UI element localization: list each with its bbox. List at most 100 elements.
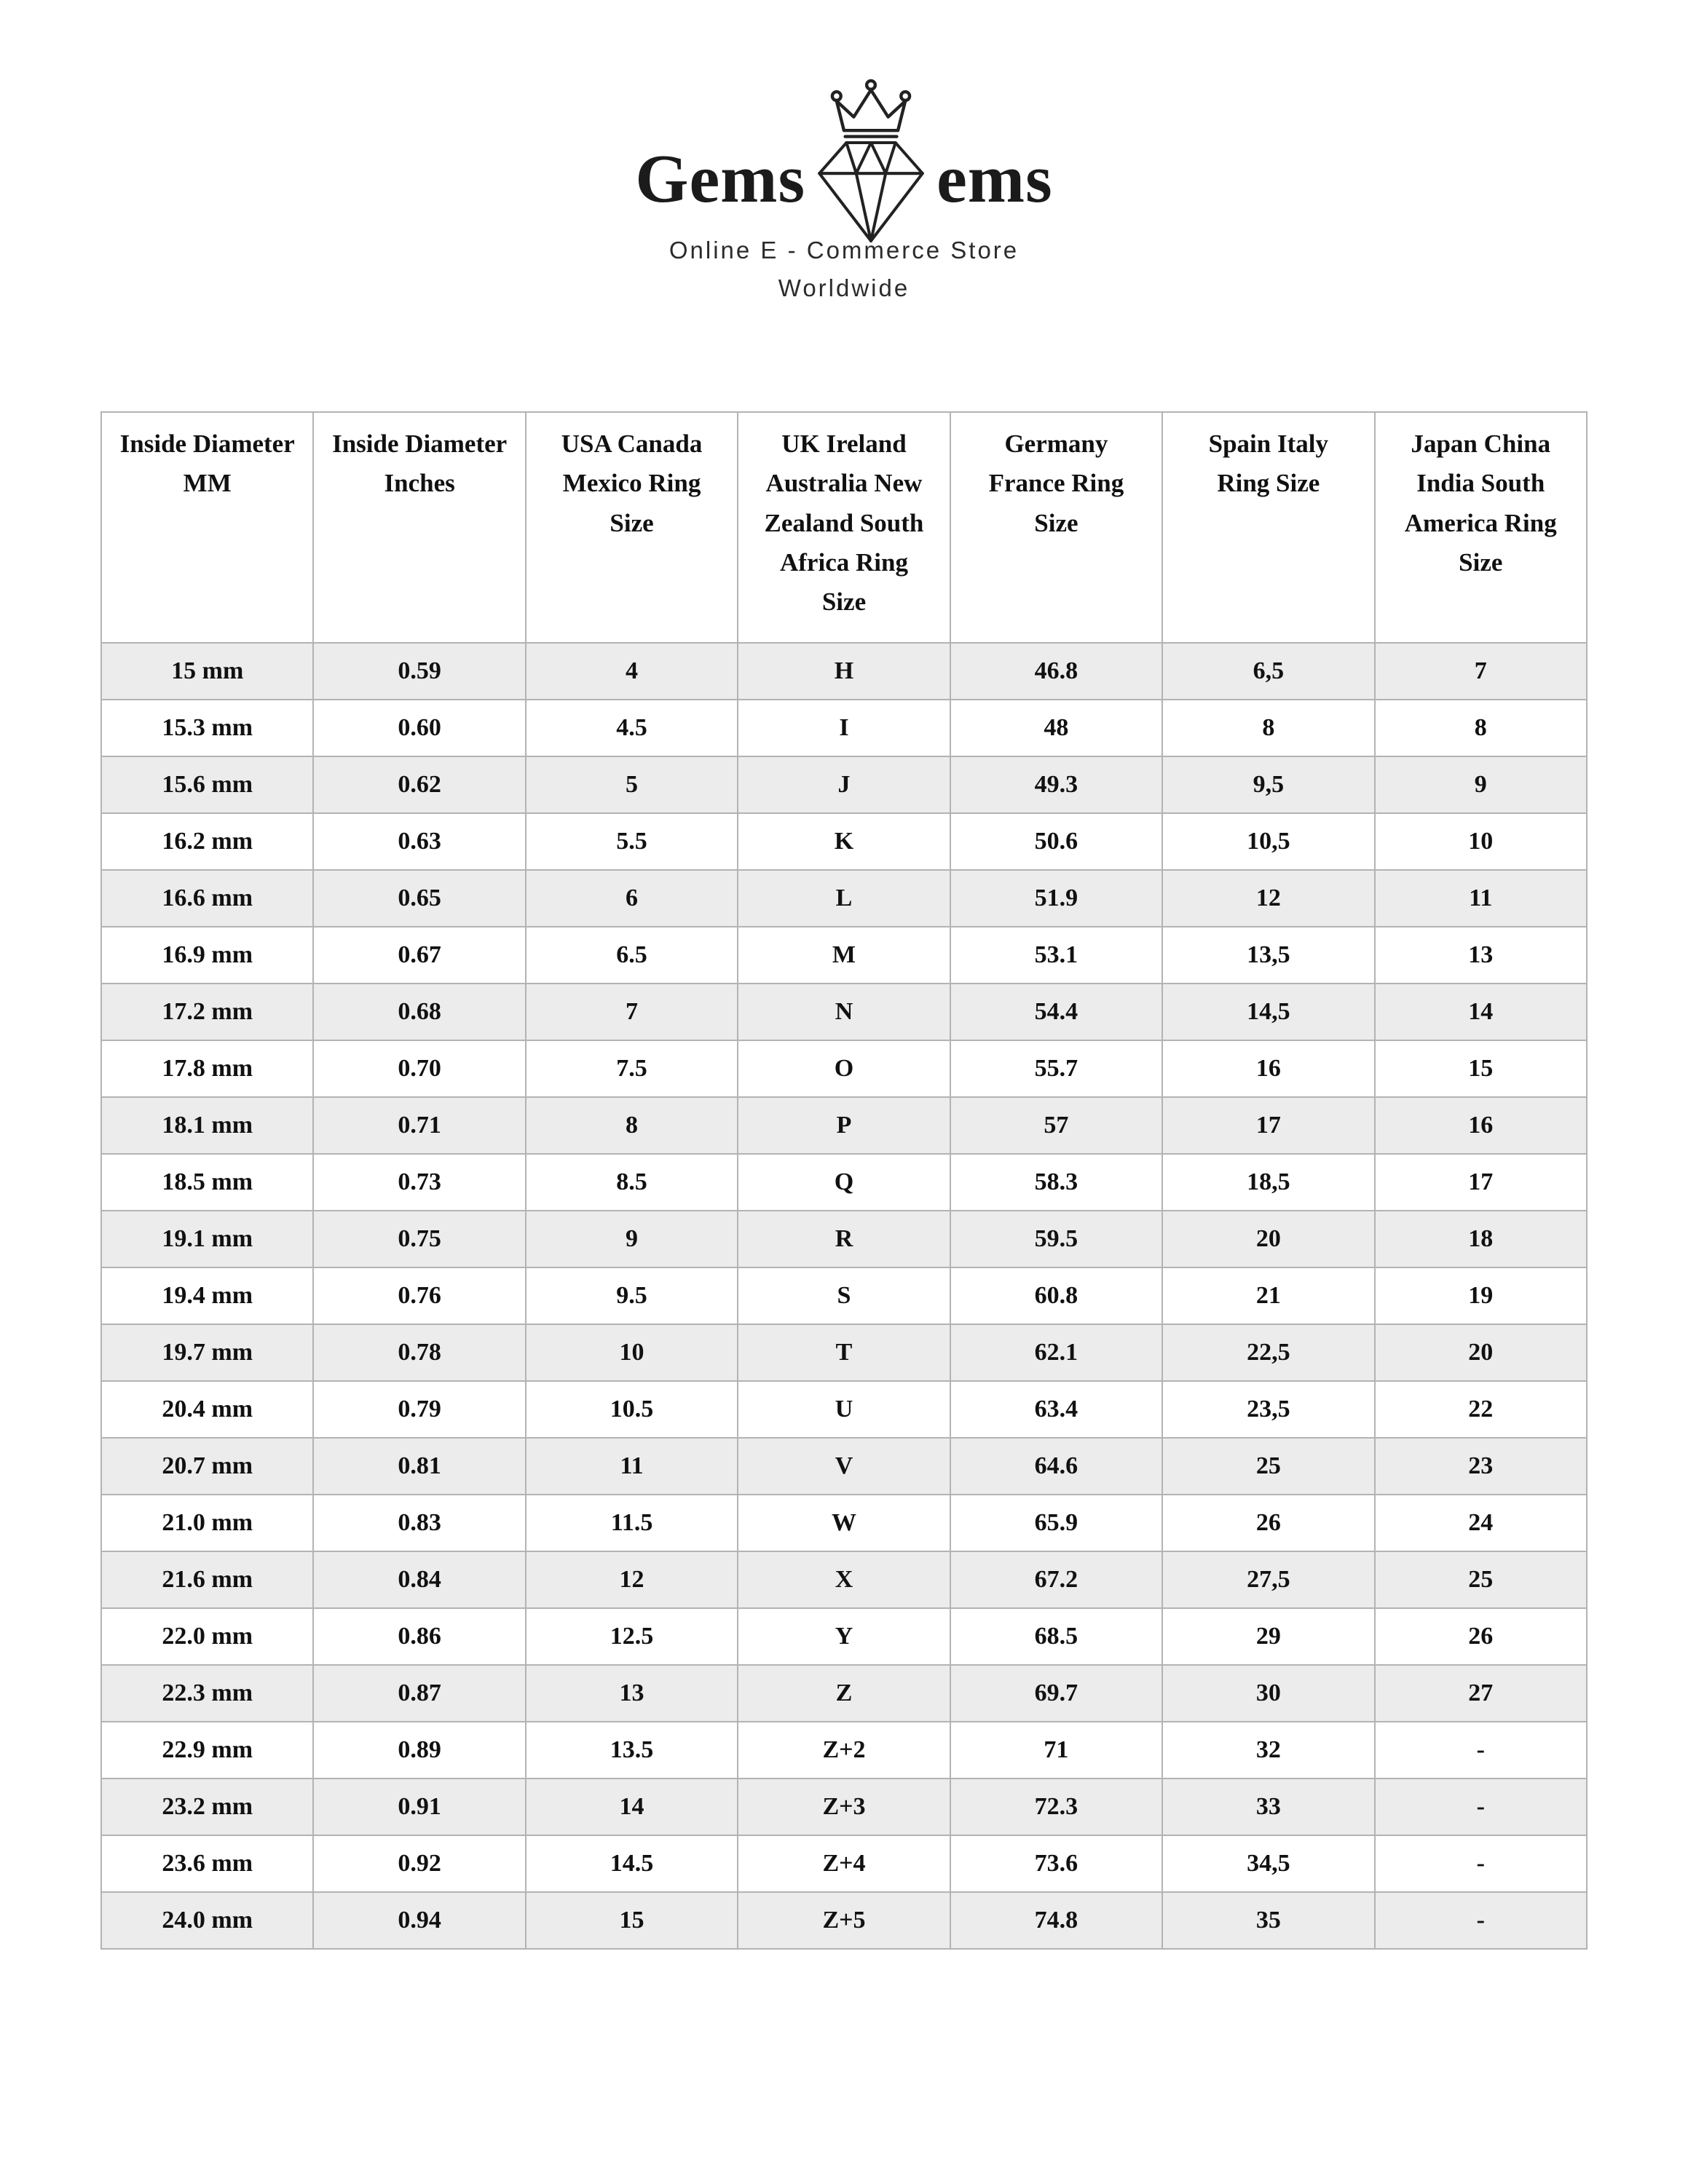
table-cell: - (1373, 1778, 1588, 1837)
table-cell: 7.5 (524, 1040, 739, 1099)
column-header: UK Ireland Australia New Zealand South A… (737, 411, 951, 644)
column-header: Japan China India South America Ring Siz… (1373, 411, 1588, 644)
table-cell: 16.6 mm (100, 869, 315, 928)
table-cell: 6 (524, 869, 739, 928)
table-cell: 4 (524, 642, 739, 701)
table-cell: 7 (524, 983, 739, 1042)
table-cell: 7 (1373, 642, 1588, 701)
table-cell: 4.5 (524, 699, 739, 758)
table-cell: 73.6 (949, 1835, 1164, 1894)
table-cell: 16 (1162, 1040, 1376, 1099)
table-cell: - (1373, 1721, 1588, 1780)
table-cell: 14 (524, 1778, 739, 1837)
header-row: Inside Diameter MM Inside Diameter Inches… (100, 411, 1588, 644)
table-cell: 0.62 (312, 756, 526, 815)
crown-icon (830, 79, 912, 138)
table-cell: 22.0 mm (100, 1607, 315, 1666)
table-cell: 15.3 mm (100, 699, 315, 758)
table-cell: 11 (1373, 869, 1588, 928)
table-row: 22.0 mm 0.86 12.5 Y 68.5 29 26 (100, 1607, 1588, 1666)
table-cell: 0.60 (312, 699, 526, 758)
table-cell: 55.7 (949, 1040, 1164, 1099)
table-cell: 22.9 mm (100, 1721, 315, 1780)
table-cell: 10 (524, 1324, 739, 1382)
table-row: 20.7 mm 0.81 11 V 64.6 25 23 (100, 1437, 1588, 1496)
table-cell: 27 (1373, 1664, 1588, 1723)
table-cell: 6.5 (524, 926, 739, 985)
table-cell: 11.5 (524, 1494, 739, 1553)
table-cell: I (737, 699, 951, 758)
table-cell: 54.4 (949, 983, 1164, 1042)
table-cell: 0.94 (312, 1891, 526, 1950)
table-cell: Y (737, 1607, 951, 1666)
column-header: Germany France Ring Size (949, 411, 1164, 644)
table-cell: 65.9 (949, 1494, 1164, 1553)
table-cell: W (737, 1494, 951, 1553)
table-cell: 68.5 (949, 1607, 1164, 1666)
table-cell: 23.6 mm (100, 1835, 315, 1894)
table-cell: 24 (1373, 1494, 1588, 1553)
table-row: 19.1 mm 0.75 9 R 59.5 20 18 (100, 1210, 1588, 1269)
brand-tagline: Online E - Commerce Store (669, 237, 1019, 264)
table-cell: 19.4 mm (100, 1267, 315, 1326)
table-cell: 14.5 (524, 1835, 739, 1894)
table-cell: 17 (1162, 1096, 1376, 1155)
table-cell: H (737, 642, 951, 701)
table-cell: 30 (1162, 1664, 1376, 1723)
table-cell: M (737, 926, 951, 985)
table-cell: 17.8 mm (100, 1040, 315, 1099)
table-cell: - (1373, 1835, 1588, 1894)
table-cell: 9 (524, 1210, 739, 1269)
table-cell: 0.79 (312, 1380, 526, 1439)
table-cell: - (1373, 1891, 1588, 1950)
table-cell: 10,5 (1162, 812, 1376, 871)
table-cell: 21 (1162, 1267, 1376, 1326)
table-cell: 51.9 (949, 869, 1164, 928)
table-cell: 53.1 (949, 926, 1164, 985)
table-cell: Q (737, 1153, 951, 1212)
table-cell: 11 (524, 1437, 739, 1496)
table-cell: 69.7 (949, 1664, 1164, 1723)
table-row: 22.9 mm 0.89 13.5 Z+2 71 32- (100, 1721, 1588, 1780)
table-cell: 13.5 (524, 1721, 739, 1780)
table-header: Inside Diameter MM Inside Diameter Inches… (100, 411, 1588, 644)
table-cell: 26 (1162, 1494, 1376, 1553)
table-cell: 74.8 (949, 1891, 1164, 1950)
table-cell: 19.7 mm (100, 1324, 315, 1382)
table-cell: 19.1 mm (100, 1210, 315, 1269)
table-cell: 24.0 mm (100, 1891, 315, 1950)
table-cell: 17.2 mm (100, 983, 315, 1042)
table-cell: S (737, 1267, 951, 1326)
table-cell: 21.0 mm (100, 1494, 315, 1553)
table-cell: 23 (1373, 1437, 1588, 1496)
brand-subtitle: Worldwide (778, 274, 910, 301)
table-cell: 58.3 (949, 1153, 1164, 1212)
table-cell: 6,5 (1162, 642, 1376, 701)
table-cell: 0.83 (312, 1494, 526, 1553)
table-cell: 50.6 (949, 812, 1164, 871)
table-cell: 15 (1373, 1040, 1588, 1099)
table-cell: 22 (1373, 1380, 1588, 1439)
table-cell: Z+5 (737, 1891, 951, 1950)
table-cell: 27,5 (1162, 1551, 1376, 1610)
table-row: 21.6 mm 0.84 12 X 67.2 27,5 25 (100, 1551, 1588, 1610)
brand-name-right: ems (936, 141, 1053, 217)
table-cell: 19 (1373, 1267, 1588, 1326)
table-cell: 0.92 (312, 1835, 526, 1894)
table-cell: 8.5 (524, 1153, 739, 1212)
column-header: Spain Italy Ring Size (1162, 411, 1376, 644)
table-cell: 18 (1373, 1210, 1588, 1269)
table-cell: N (737, 983, 951, 1042)
table-cell: 13 (524, 1664, 739, 1723)
table-cell: 33 (1162, 1778, 1376, 1837)
table-cell: 8 (524, 1096, 739, 1155)
table-row: 20.4 mm 0.79 10.5 U 63.4 23,5 22 (100, 1380, 1588, 1439)
table-cell: 18.5 mm (100, 1153, 315, 1212)
table-cell: 0.73 (312, 1153, 526, 1212)
diamond-icon (818, 141, 924, 242)
table-cell: T (737, 1324, 951, 1382)
diamond-crown-logo-icon (818, 79, 924, 242)
table-cell: 15.6 mm (100, 756, 315, 815)
table-cell: 0.65 (312, 869, 526, 928)
table-cell: 0.75 (312, 1210, 526, 1269)
